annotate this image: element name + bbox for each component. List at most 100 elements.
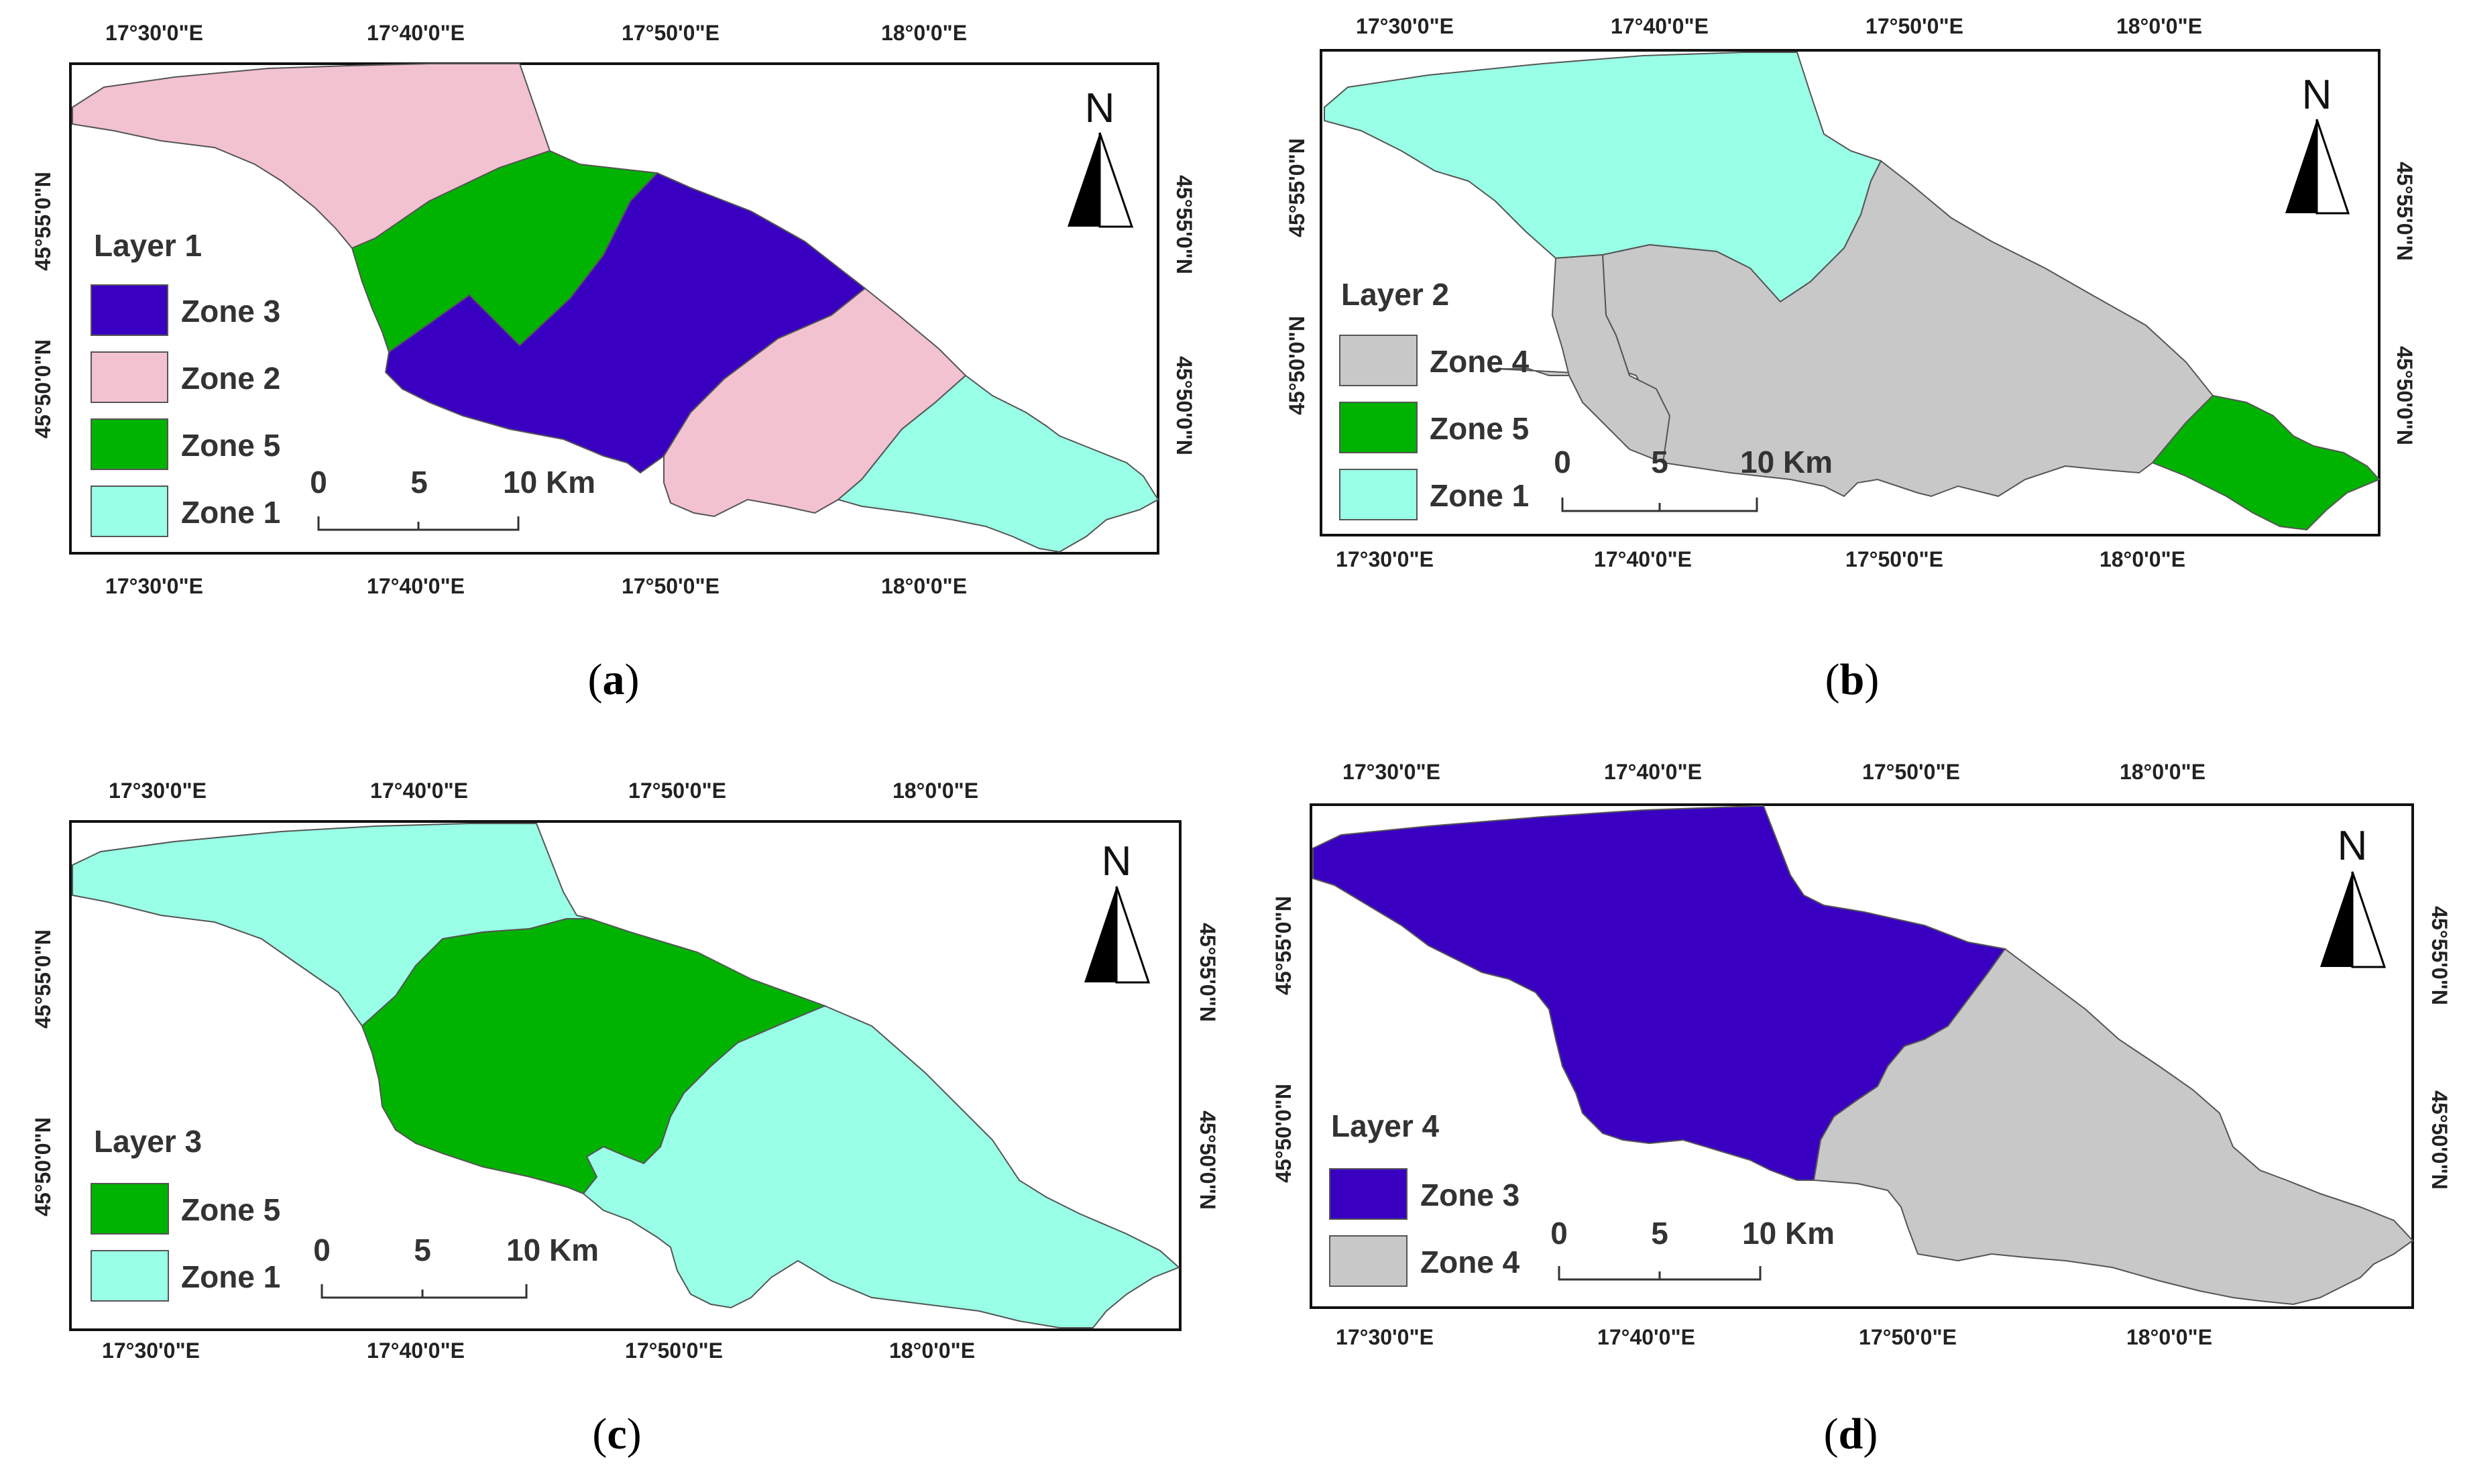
lon-tick-label: 17°40'0"E	[367, 21, 465, 45]
panel-d: Layer 4 Zone 3 Zone 4 0 5 10 Km N 17°30'…	[1271, 760, 2452, 1459]
scale-label: 0	[1550, 1216, 1568, 1251]
lon-tick-label: 18°0'0"E	[2120, 760, 2205, 784]
north-arrow-icon	[1084, 887, 1116, 982]
lon-ticks-top: 17°30'0"E 17°40'0"E 17°50'0"E 18°0'0"E	[109, 779, 978, 803]
north-arrow: N	[1068, 85, 1134, 228]
lat-tick-label: 45°50'0"N	[2427, 1090, 2452, 1190]
legend-label: Zone 5	[1430, 411, 1529, 446]
lon-tick-label: 17°40'0"E	[370, 779, 468, 803]
legend-label: Zone 4	[1420, 1245, 1520, 1279]
legend-label: Zone 1	[181, 495, 280, 530]
zone-polygon-d-2	[1813, 948, 2414, 1306]
lat-tick-label: 45°55'0"N	[31, 172, 55, 271]
lat-tick-label: 45°50'0"N	[1172, 356, 1196, 455]
map-frame	[69, 820, 1182, 1331]
lon-tick-label: 17°40'0"E	[1604, 760, 1702, 784]
north-arrow-icon	[1068, 133, 1100, 227]
lat-tick-label: 45°55'0"N	[2393, 162, 2417, 261]
lat-ticks-right: 45°55'0"N 45°50'0"N	[2427, 906, 2452, 1190]
legend-label: Zone 2	[181, 361, 280, 396]
lat-tick-label: 45°50'0"N	[2393, 346, 2417, 445]
panel-caption: (a)	[588, 655, 640, 704]
legend: Layer 1 Zone 3 Zone 2 Zone 5 Zone 1	[91, 228, 280, 537]
legend: Layer 2 Zone 4 Zone 5 Zone 1	[1339, 277, 1530, 520]
legend-label: Zone 1	[181, 1259, 280, 1294]
zone-polygon-a-5	[836, 374, 1159, 553]
lon-tick-label: 17°30'0"E	[1342, 760, 1440, 784]
north-arrow-icon	[2320, 872, 2352, 967]
lon-tick-label: 17°40'0"E	[1611, 14, 1709, 38]
lat-tick-label: 45°55'0"N	[1271, 896, 1296, 995]
legend-swatch	[1329, 1235, 1408, 1287]
lon-tick-label: 17°50'0"E	[625, 1338, 723, 1363]
lat-ticks-right: 45°55'0"N 45°50'0"N	[1196, 923, 1220, 1210]
legend-label: Zone 3	[1420, 1178, 1519, 1212]
map-frame	[1320, 49, 2380, 536]
legend-title: Layer 1	[94, 228, 202, 263]
scale-label: 5	[410, 465, 428, 500]
panel-caption: (d)	[1824, 1410, 1878, 1459]
lon-ticks-top: 17°30'0"E 17°40'0"E 17°50'0"E 18°0'0"E	[105, 21, 967, 45]
north-label: N	[2302, 72, 2332, 118]
zone-polygon-b-3	[1551, 253, 1671, 464]
lon-tick-label: 18°0'0"E	[881, 21, 967, 45]
scale-bar-line	[321, 1284, 528, 1299]
scale-label: 0	[310, 465, 327, 500]
lat-ticks-left: 45°55'0"N 45°50'0"N	[1271, 896, 1296, 1183]
north-label: N	[2338, 823, 2368, 869]
scale-bar: 0 5 10 Km	[310, 465, 595, 531]
north-arrow-icon	[2285, 119, 2317, 213]
lon-tick-label: 17°30'0"E	[1356, 14, 1454, 38]
legend-title: Layer 4	[1331, 1108, 1440, 1143]
lon-tick-label: 18°0'0"E	[893, 779, 978, 803]
lon-tick-label: 17°50'0"E	[622, 574, 720, 598]
scale-label: 5	[1651, 1216, 1668, 1251]
lon-ticks-bottom: 17°30'0"E 17°40'0"E 17°50'0"E 18°0'0"E	[105, 574, 967, 598]
zone-polygon-b-4	[2151, 394, 2380, 531]
lon-tick-label: 17°40'0"E	[1594, 547, 1692, 571]
scale-label: 10 Km	[506, 1233, 599, 1267]
lon-tick-label: 18°0'0"E	[2116, 14, 2202, 38]
lon-tick-label: 17°40'0"E	[367, 1338, 465, 1363]
scale-bar: 0 5 10 Km	[1550, 1216, 1835, 1281]
legend-swatch	[91, 284, 168, 336]
scale-bar: 0 5 10 Km	[313, 1233, 599, 1299]
legend-swatch	[91, 1183, 169, 1235]
lon-tick-label: 17°40'0"E	[1597, 1325, 1695, 1349]
panel-c: Layer 3 Zone 5 Zone 1 0 5 10 Km N 17°30'…	[31, 779, 1220, 1459]
lon-ticks-top: 17°30'0"E 17°40'0"E 17°50'0"E 18°0'0"E	[1342, 760, 2205, 784]
lon-tick-label: 18°0'0"E	[2100, 547, 2185, 571]
legend-swatch	[1339, 335, 1418, 386]
scale-label: 5	[1651, 445, 1668, 479]
lat-ticks-right: 45°55'0"N 45°50'0"N	[2393, 162, 2417, 445]
lon-tick-label: 17°40'0"E	[367, 574, 465, 598]
scale-label: 10 Km	[503, 465, 595, 500]
legend-swatch	[91, 351, 168, 403]
legend-label: Zone 3	[181, 294, 280, 329]
lon-tick-label: 17°30'0"E	[105, 574, 203, 598]
legend-swatch	[91, 418, 168, 470]
lon-tick-label: 18°0'0"E	[881, 574, 967, 598]
lat-tick-label: 45°50'0"N	[1271, 1084, 1296, 1183]
legend-swatch	[1329, 1168, 1408, 1220]
lat-ticks-left: 45°55'0"N 45°50'0"N	[31, 172, 55, 439]
lon-tick-label: 17°30'0"E	[105, 21, 203, 45]
lon-ticks-bottom: 17°30'0"E 17°40'0"E 17°50'0"E 18°0'0"E	[1336, 1325, 2212, 1349]
lat-tick-label: 45°55'0"N	[1172, 175, 1196, 274]
legend-title: Layer 3	[94, 1124, 202, 1159]
map-frame	[1310, 803, 2414, 1309]
legend-label: Zone 5	[181, 428, 280, 463]
scale-label: 0	[313, 1233, 331, 1267]
lat-tick-label: 45°55'0"N	[31, 929, 55, 1029]
scale-label: 0	[1554, 445, 1571, 479]
legend-label: Zone 4	[1430, 344, 1530, 379]
north-arrow: N	[2320, 823, 2387, 968]
legend-swatch	[91, 486, 168, 537]
map-frame	[69, 62, 1159, 555]
lon-tick-label: 17°30'0"E	[1336, 547, 1434, 571]
lon-tick-label: 17°50'0"E	[622, 21, 720, 45]
legend-swatch	[91, 1250, 169, 1302]
scale-label: 5	[414, 1233, 431, 1267]
legend-swatch	[1339, 402, 1418, 453]
